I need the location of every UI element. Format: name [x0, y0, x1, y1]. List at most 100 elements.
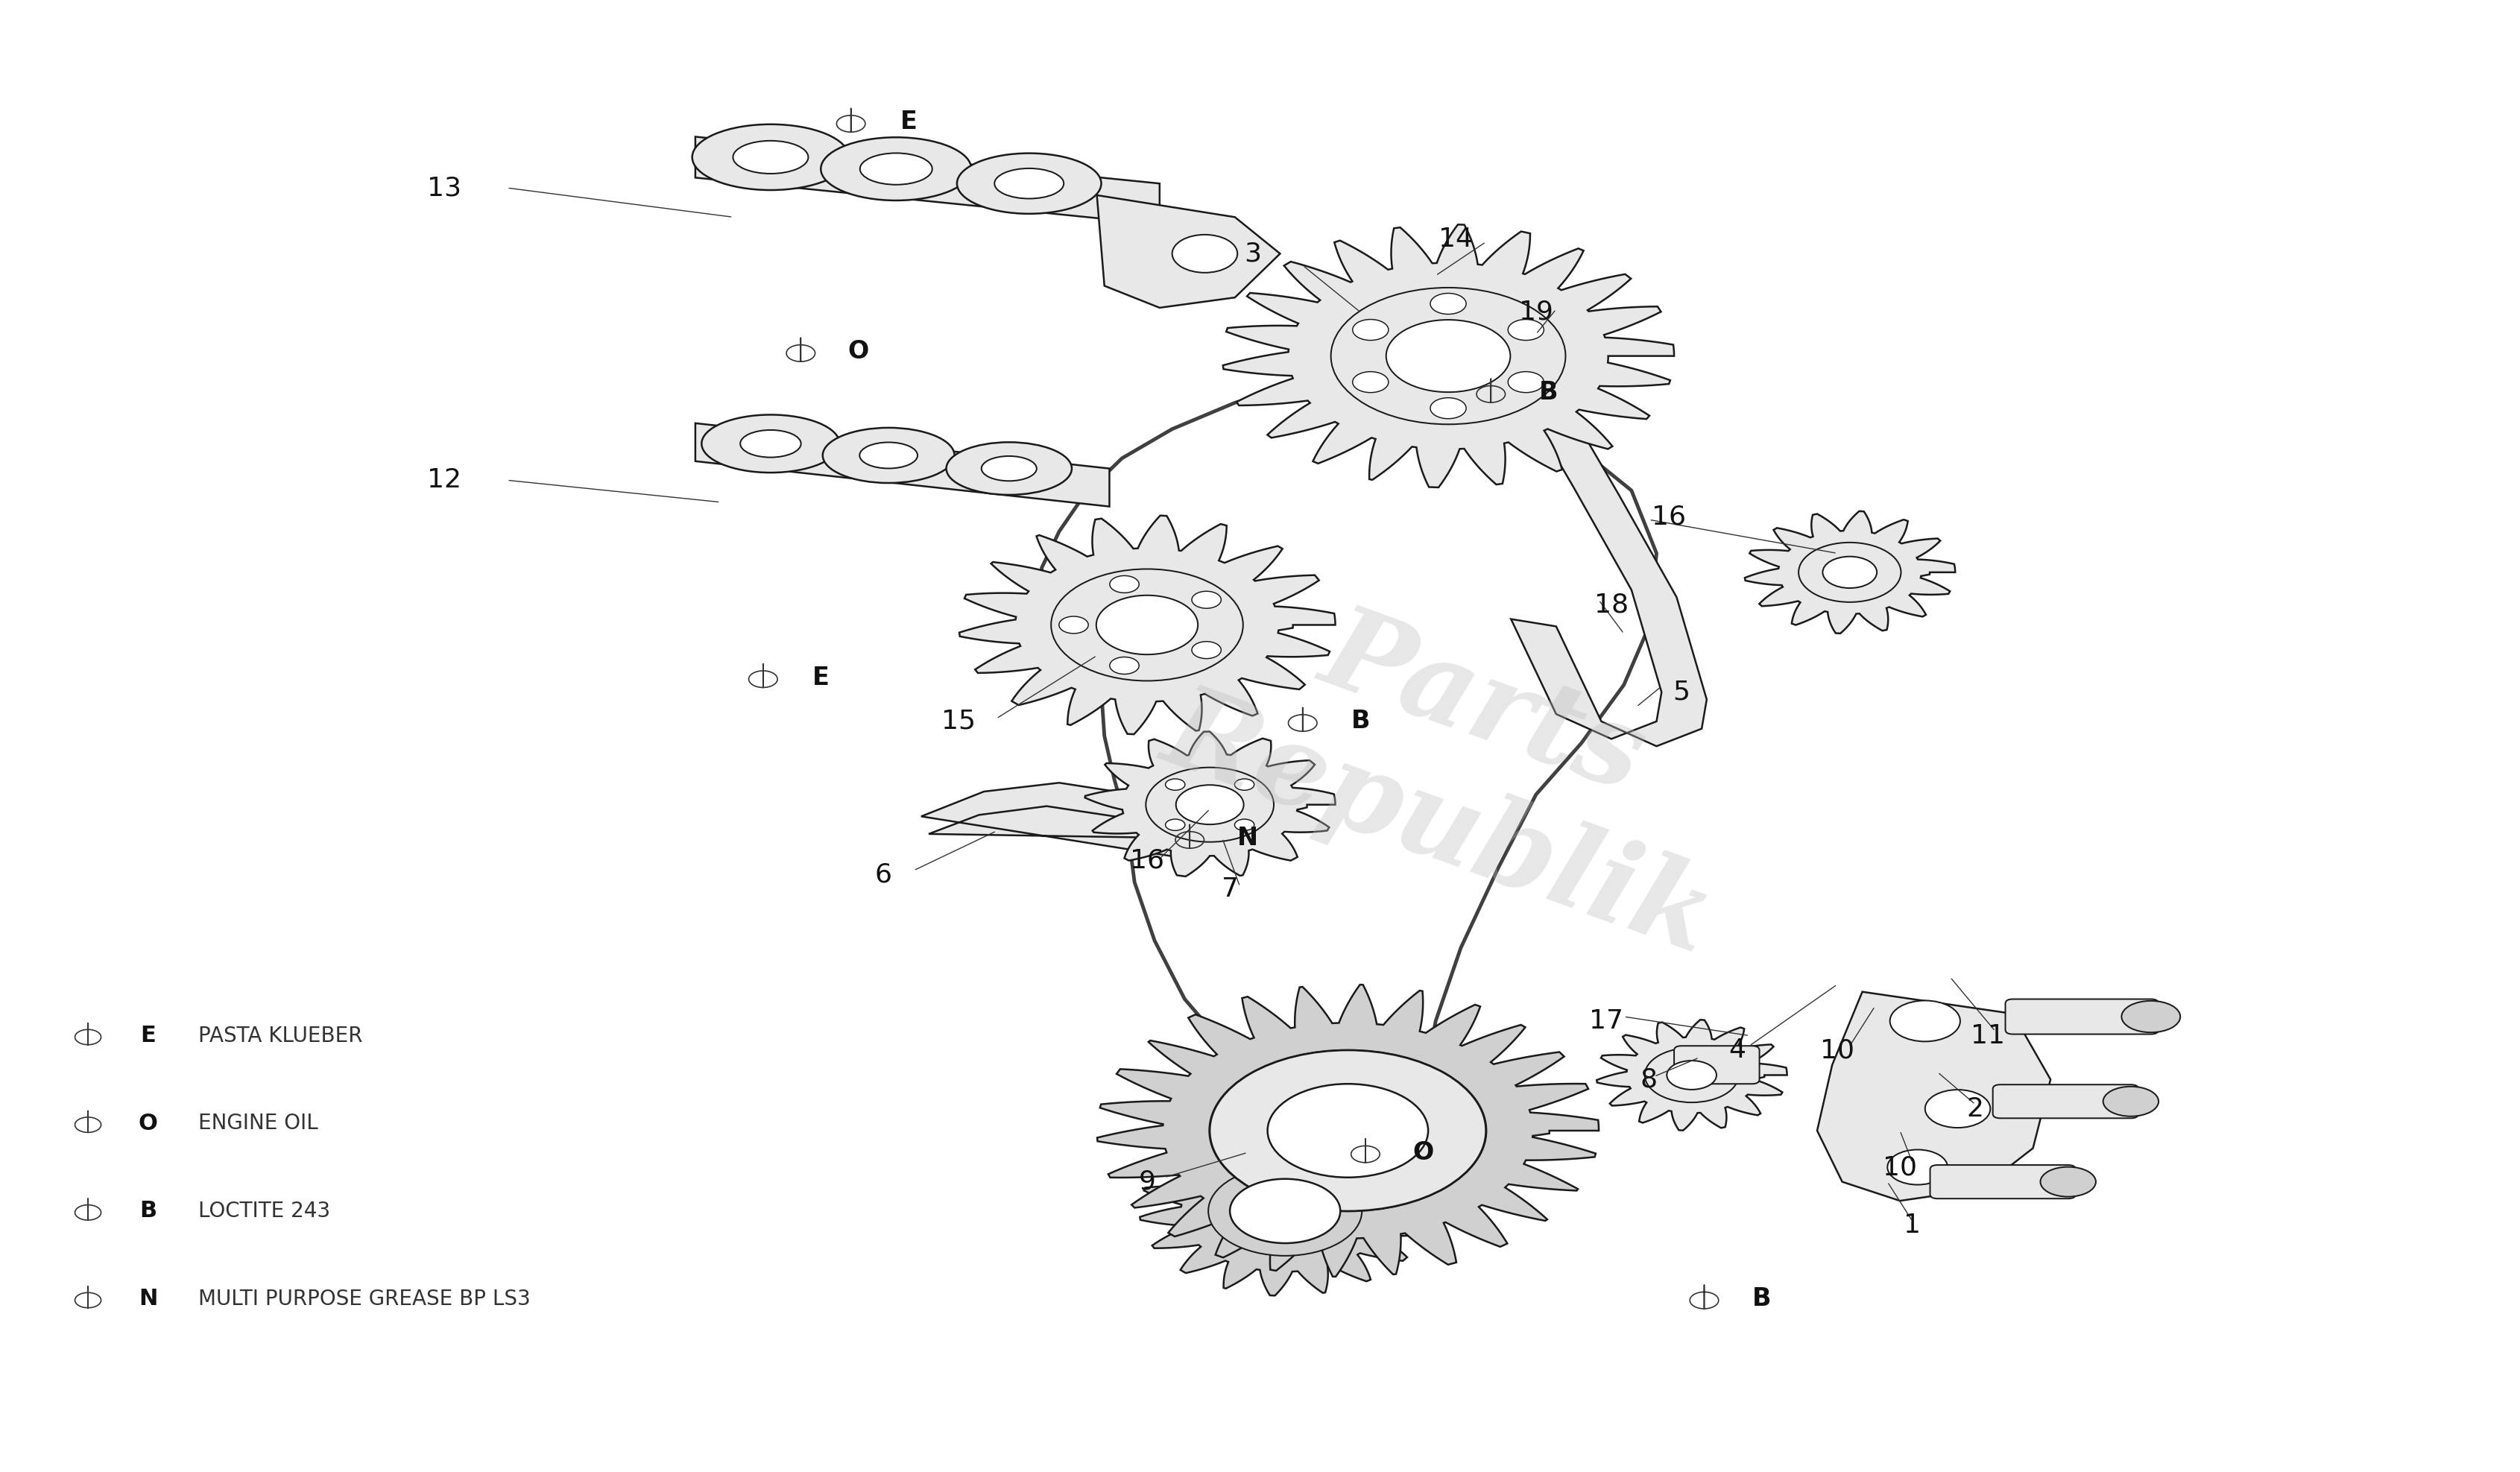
Circle shape [1353, 371, 1389, 393]
Text: 16: 16 [1653, 503, 1686, 530]
Text: N: N [1237, 826, 1257, 851]
Text: E: E [900, 110, 917, 134]
Ellipse shape [822, 137, 970, 200]
Ellipse shape [701, 415, 839, 473]
Circle shape [1431, 397, 1467, 418]
Text: 9: 9 [1139, 1169, 1157, 1194]
Circle shape [1887, 1150, 1948, 1185]
Circle shape [1058, 617, 1089, 633]
Ellipse shape [859, 153, 932, 184]
Text: 15: 15 [942, 708, 975, 735]
Polygon shape [1096, 196, 1280, 308]
Circle shape [1822, 556, 1877, 589]
Text: O: O [847, 339, 869, 364]
Text: 14: 14 [1439, 227, 1472, 252]
Ellipse shape [741, 430, 801, 458]
Polygon shape [1096, 985, 1598, 1276]
Text: 19: 19 [1520, 299, 1552, 325]
Polygon shape [696, 424, 1109, 506]
Text: 7: 7 [1222, 877, 1237, 902]
Polygon shape [1598, 1020, 1787, 1130]
Text: 1: 1 [1905, 1213, 1920, 1238]
Text: 6: 6 [874, 863, 892, 888]
Polygon shape [1512, 415, 1706, 746]
Text: B: B [1751, 1287, 1772, 1312]
Text: MULTI PURPOSE GREASE BP LS3: MULTI PURPOSE GREASE BP LS3 [199, 1288, 532, 1309]
Ellipse shape [2122, 1001, 2180, 1032]
Circle shape [1172, 234, 1237, 272]
Text: B: B [1540, 380, 1557, 405]
Circle shape [1235, 818, 1255, 830]
Circle shape [1192, 642, 1222, 658]
Text: 3: 3 [1245, 241, 1260, 266]
FancyBboxPatch shape [2006, 999, 2160, 1035]
Circle shape [1164, 779, 1184, 790]
Text: LOCTITE 243: LOCTITE 243 [199, 1201, 330, 1222]
Circle shape [1210, 1050, 1487, 1211]
Circle shape [1109, 576, 1139, 593]
Circle shape [1646, 1048, 1739, 1103]
Circle shape [1230, 1179, 1341, 1244]
Ellipse shape [2041, 1167, 2097, 1197]
Ellipse shape [995, 168, 1063, 199]
FancyBboxPatch shape [1993, 1085, 2139, 1119]
Text: PASTA KLUEBER: PASTA KLUEBER [199, 1025, 363, 1047]
Polygon shape [1139, 1126, 1431, 1295]
Circle shape [1331, 287, 1565, 424]
Polygon shape [1817, 992, 2051, 1201]
Circle shape [1164, 818, 1184, 830]
Polygon shape [696, 137, 1159, 224]
Polygon shape [1086, 732, 1336, 876]
Text: ENGINE OIL: ENGINE OIL [199, 1113, 318, 1133]
Circle shape [1890, 1001, 1961, 1042]
Circle shape [1109, 657, 1139, 674]
Ellipse shape [948, 442, 1071, 495]
Circle shape [1799, 543, 1900, 602]
Circle shape [1507, 371, 1545, 393]
Polygon shape [960, 515, 1336, 735]
Circle shape [1235, 779, 1255, 790]
FancyBboxPatch shape [1930, 1164, 2076, 1198]
Circle shape [1353, 319, 1389, 340]
Text: 4: 4 [1729, 1038, 1746, 1063]
Circle shape [1192, 592, 1222, 608]
Text: E: E [141, 1025, 156, 1047]
Text: B: B [1351, 710, 1371, 733]
Polygon shape [1222, 225, 1673, 487]
Circle shape [1507, 319, 1545, 340]
Circle shape [1147, 767, 1273, 842]
Text: N: N [139, 1288, 159, 1310]
Circle shape [1666, 1061, 1716, 1089]
Text: 10: 10 [1819, 1038, 1855, 1063]
Circle shape [1275, 1088, 1421, 1173]
Ellipse shape [958, 153, 1101, 213]
Text: B: B [139, 1200, 156, 1222]
Text: O: O [1414, 1141, 1434, 1164]
Text: 17: 17 [1590, 1008, 1623, 1033]
Circle shape [1386, 319, 1509, 392]
Circle shape [1431, 293, 1467, 314]
Text: 13: 13 [428, 175, 461, 200]
Text: 16: 16 [1129, 848, 1164, 873]
Text: 18: 18 [1595, 592, 1628, 617]
Text: E: E [811, 665, 829, 690]
Ellipse shape [859, 442, 917, 468]
Ellipse shape [980, 456, 1036, 481]
Circle shape [1096, 595, 1197, 655]
Text: 5: 5 [1673, 680, 1691, 705]
Ellipse shape [2104, 1086, 2160, 1116]
Text: 2: 2 [1966, 1097, 1983, 1122]
Polygon shape [922, 783, 1197, 860]
Text: 8: 8 [1641, 1067, 1658, 1092]
Text: 10: 10 [1882, 1154, 1918, 1181]
Circle shape [1207, 1166, 1361, 1256]
Circle shape [1051, 570, 1242, 682]
Text: 12: 12 [428, 468, 461, 493]
Ellipse shape [822, 428, 955, 483]
Circle shape [1925, 1089, 1991, 1128]
Ellipse shape [733, 141, 809, 174]
Circle shape [1245, 1188, 1326, 1235]
Polygon shape [1744, 511, 1956, 633]
Circle shape [1177, 785, 1245, 824]
Circle shape [1210, 1050, 1487, 1211]
